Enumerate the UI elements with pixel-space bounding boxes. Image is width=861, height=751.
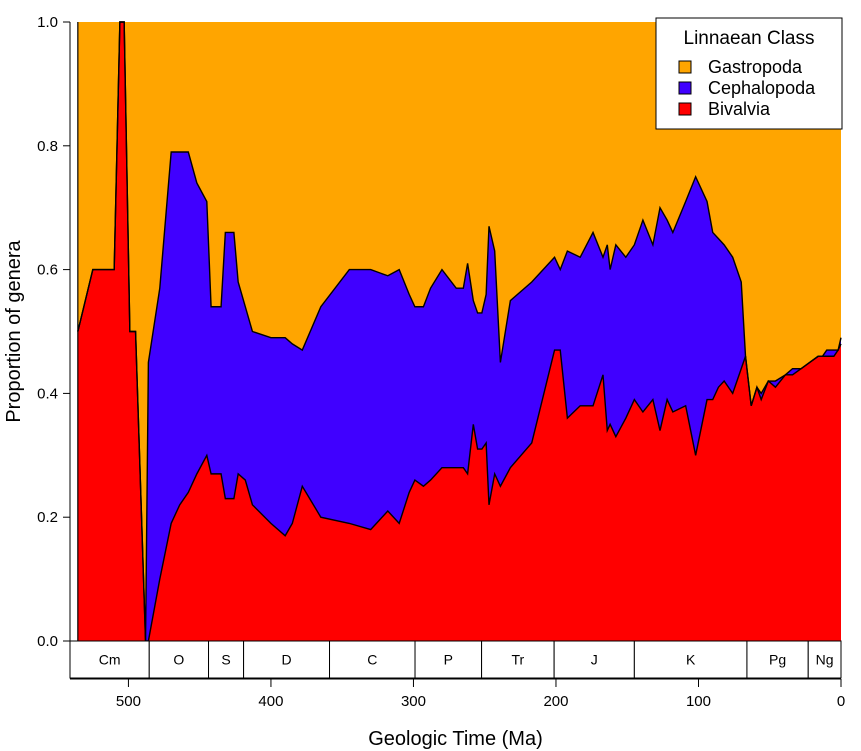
period-cell [414, 640, 483, 679]
period-label: D [281, 652, 291, 668]
legend-title: Linnaean Class [684, 28, 815, 49]
period-cell [329, 640, 416, 679]
y-tick-label: 0.6 [37, 262, 58, 279]
legend-label: Bivalvia [708, 99, 771, 119]
x-tick-label: 100 [686, 693, 711, 710]
legend-label: Gastropoda [708, 57, 803, 77]
legend-swatch [678, 81, 692, 95]
period-label: Ng [816, 652, 834, 668]
period-cell [243, 640, 331, 679]
legend-swatch [678, 60, 692, 74]
period-cell [148, 640, 210, 679]
x-tick-label: 200 [543, 693, 568, 710]
x-tick-label: 0 [837, 693, 845, 710]
period-label: C [367, 652, 377, 668]
period-label: Pg [769, 652, 786, 668]
y-axis-title: Proportion of genera [3, 239, 25, 422]
period-cell [746, 640, 809, 679]
y-axis: 0.0 0.2 0.4 0.6 0.8 1.0 [37, 14, 71, 650]
period-label: S [221, 652, 230, 668]
y-tick-label: 1.0 [37, 14, 58, 31]
period-label: Tr [511, 652, 524, 668]
legend-label: Cephalopoda [708, 78, 816, 98]
period-label: J [591, 652, 598, 668]
legend: Linnaean Class GastropodaCephalopodaBiva… [655, 17, 843, 130]
x-axis-title: Geologic Time (Ma) [368, 728, 543, 750]
period-label: Cm [99, 652, 121, 668]
period-label: P [444, 652, 453, 668]
geologic-period-bar: Cm O S D C P Tr J K Pg Ng [69, 640, 842, 679]
x-tick-label: 500 [116, 693, 141, 710]
period-label: K [686, 652, 696, 668]
y-tick-label: 0.4 [37, 385, 58, 402]
x-tick-label: 300 [401, 693, 426, 710]
legend-swatch [678, 102, 692, 116]
period-label: O [173, 652, 184, 668]
y-tick-label: 0.8 [37, 138, 58, 155]
bivalvia-boundary-line [77, 21, 842, 642]
area-series-group [77, 21, 842, 642]
period-cell [633, 640, 748, 679]
period-cell [208, 640, 245, 679]
x-axis: 500 400 300 200 100 0 [70, 678, 845, 710]
period-cell [481, 640, 555, 679]
y-tick-label: 0.0 [37, 633, 58, 650]
x-tick-label: 400 [258, 693, 283, 710]
bivalvia-area [77, 22, 842, 641]
y-tick-label: 0.2 [37, 509, 58, 526]
period-cell [807, 640, 842, 679]
